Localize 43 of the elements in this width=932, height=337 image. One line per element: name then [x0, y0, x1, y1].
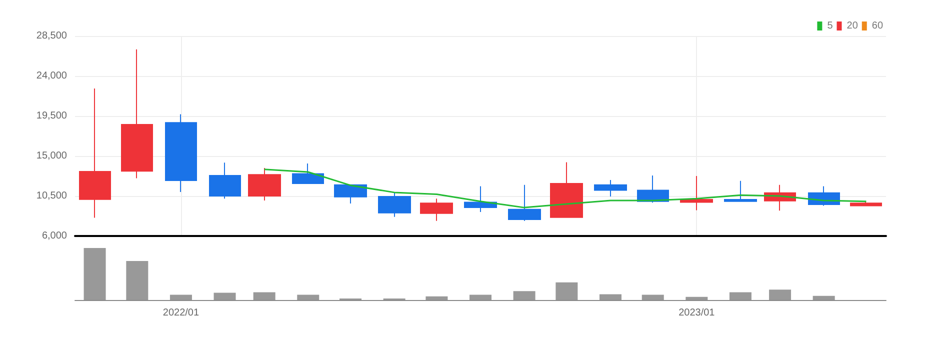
candlestick — [334, 184, 367, 204]
y-tick-label: 6,000 — [42, 230, 68, 242]
bar — [556, 282, 578, 300]
y-tick-label: 19,500 — [36, 110, 68, 122]
candlestick — [420, 198, 453, 222]
candlestick — [378, 192, 411, 218]
y-tick-label: 15,000 — [36, 150, 68, 162]
bar — [84, 248, 106, 300]
bar — [642, 294, 664, 300]
candlestick — [508, 184, 541, 222]
line-series — [264, 168, 867, 208]
bar — [126, 261, 148, 300]
candlestick — [292, 163, 324, 184]
bar — [513, 291, 536, 300]
x-tick-label: 2023/01 — [678, 308, 716, 318]
candlestick — [594, 180, 627, 197]
bar — [812, 296, 835, 300]
bar — [470, 294, 492, 300]
candlestick — [79, 88, 111, 218]
candlestick — [550, 162, 583, 218]
bar — [214, 292, 236, 300]
x-tick-label: 2022/01 — [162, 308, 200, 318]
y-tick-label: 10,500 — [36, 190, 68, 202]
candlestick — [464, 186, 497, 212]
legend-label: 20 — [846, 20, 858, 32]
legend-label: 60 — [872, 20, 884, 32]
candlestick — [850, 200, 882, 206]
bar — [686, 296, 708, 300]
candlestick — [680, 176, 713, 211]
candlestick — [248, 168, 281, 201]
candlestick — [209, 162, 241, 200]
legend-label: 5 — [827, 20, 834, 32]
candlestick — [121, 48, 153, 179]
bar — [769, 290, 792, 300]
y-tick-label: 28,500 — [36, 30, 68, 42]
bar — [729, 292, 752, 300]
candlestick — [724, 180, 757, 202]
bar — [170, 294, 192, 300]
bar — [253, 292, 276, 300]
bar — [426, 296, 448, 300]
bar — [297, 294, 320, 300]
y-tick-label: 24,000 — [36, 70, 68, 82]
bar — [599, 294, 622, 300]
